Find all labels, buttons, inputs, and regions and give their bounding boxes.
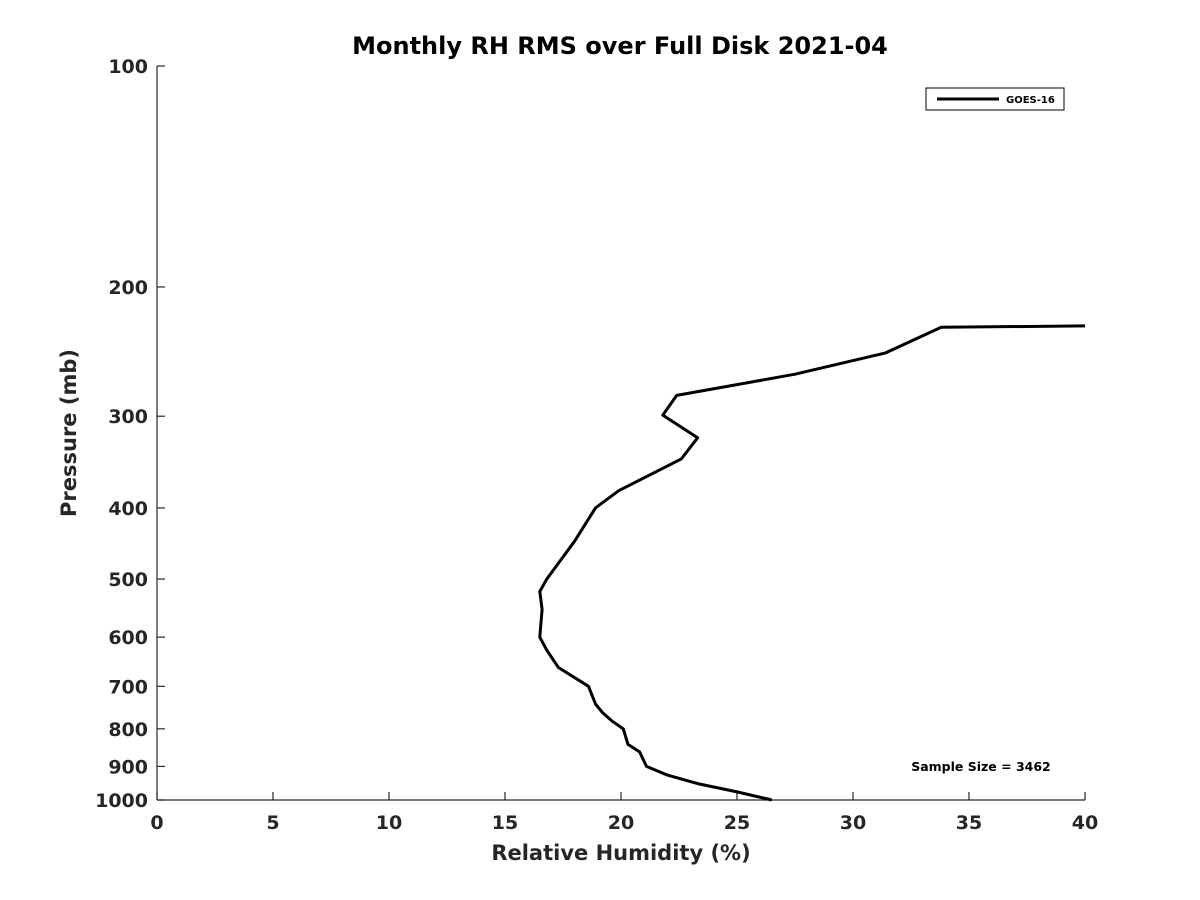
y-tick-label: 800 [108, 719, 148, 741]
y-tick-label: 900 [108, 756, 148, 778]
x-tick-label: 0 [150, 812, 163, 834]
y-axis-label: Pressure (mb) [57, 349, 81, 517]
x-tick-label: 40 [1072, 812, 1098, 834]
x-tick-label: 30 [840, 812, 866, 834]
y-tick-label: 600 [108, 627, 148, 649]
x-tick-label: 10 [376, 812, 402, 834]
chart-title: Monthly RH RMS over Full Disk 2021-04 [352, 32, 888, 60]
x-tick-label: 15 [492, 812, 518, 834]
x-tick-label: 20 [608, 812, 634, 834]
x-tick-label: 35 [956, 812, 982, 834]
y-tick-label: 700 [108, 676, 148, 698]
x-tick-label: 5 [266, 812, 279, 834]
y-tick-label: 400 [108, 498, 148, 520]
y-tick-label: 200 [108, 277, 148, 299]
y-tick-label: 500 [108, 569, 148, 591]
y-tick-label: 100 [108, 56, 148, 78]
x-axis-ticks: 0 5 10 15 20 25 30 35 40 [150, 792, 1098, 834]
y-axis-ticks: 100 200 300 400 500 600 700 800 900 1000 [95, 56, 165, 812]
y-tick-label: 300 [108, 406, 148, 428]
x-axis-label: Relative Humidity (%) [491, 841, 750, 865]
y-tick-label: 1000 [95, 790, 148, 812]
sample-size-annotation: Sample Size = 3462 [911, 759, 1051, 774]
legend-label-goes-16: GOES-16 [1006, 95, 1055, 106]
series-line-goes-16 [538, 324, 1086, 802]
x-tick-label: 25 [724, 812, 750, 834]
legend: GOES-16 [925, 87, 1065, 111]
